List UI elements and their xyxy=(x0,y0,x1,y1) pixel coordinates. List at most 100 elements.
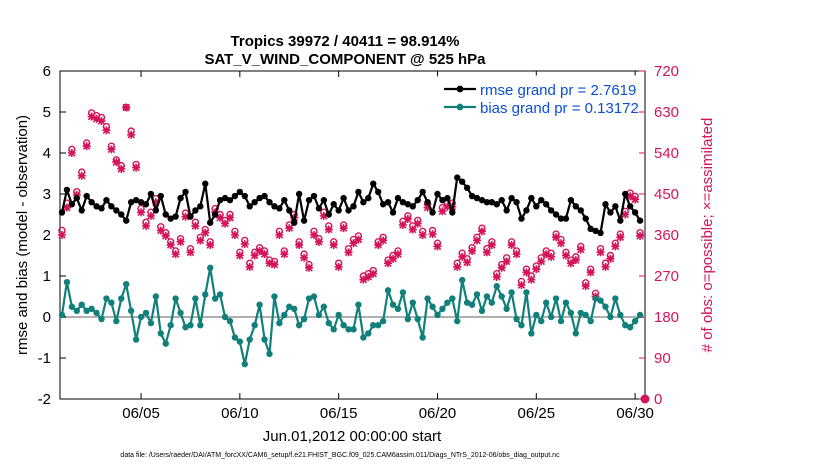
rmse-point xyxy=(147,190,155,198)
obs-assimilated-point xyxy=(295,241,304,250)
y2-tick-label: 270 xyxy=(654,268,679,285)
rmse-point xyxy=(582,215,589,222)
obs-assimilated-point xyxy=(250,251,259,260)
y-tick-label: 4 xyxy=(43,145,51,162)
rmse-point xyxy=(468,192,476,200)
bias-point xyxy=(295,322,303,329)
obs-assimilated-point xyxy=(349,239,358,248)
obs-assimilated-point xyxy=(285,224,294,233)
rmse-point xyxy=(454,174,461,181)
bias-point xyxy=(458,276,466,284)
obs-assimilated-point xyxy=(275,231,284,239)
bias-point xyxy=(636,311,644,319)
obs-assimilated-point xyxy=(141,221,150,230)
x-tick-label: 06/15 xyxy=(320,405,358,422)
bias-point xyxy=(434,311,441,319)
rmse-point xyxy=(374,188,382,196)
bias-point xyxy=(552,295,560,302)
rmse-point xyxy=(434,190,441,198)
bias-point xyxy=(286,303,293,310)
bias-point xyxy=(631,317,639,325)
obs-assimilated-point xyxy=(522,268,531,277)
bias-point xyxy=(330,326,337,333)
bias-point xyxy=(177,309,184,317)
bias-point xyxy=(182,324,189,331)
obs-assimilated-point xyxy=(477,227,486,236)
rmse-point xyxy=(444,194,451,202)
obs-assimilated-point xyxy=(300,253,309,262)
bias-point xyxy=(587,317,594,325)
rmse-point xyxy=(281,196,288,204)
y2-tick-label: 720 xyxy=(654,63,679,80)
bias-point xyxy=(226,317,234,325)
obs-assimilated-point xyxy=(334,262,343,271)
y-axis-label: rmse and bias (model - observation) xyxy=(14,115,31,355)
rmse-point xyxy=(449,209,456,216)
obs-assimilated-point xyxy=(319,211,328,220)
bias-point xyxy=(355,301,362,308)
obs-assimilated-point xyxy=(517,281,526,290)
obs-assimilated-point xyxy=(413,219,422,228)
obs-assimilated-point xyxy=(221,219,230,228)
bias-point xyxy=(409,299,416,306)
rmse-point xyxy=(518,215,525,222)
bias-point xyxy=(78,301,85,308)
obs-end-marker xyxy=(640,394,650,404)
obs-assimilated-point xyxy=(626,192,635,201)
bias-point xyxy=(370,322,377,329)
legend: rmse grand pr = 2.7619 bias grand pr = 0… xyxy=(437,75,639,119)
rmse-point xyxy=(538,196,545,204)
bias-point xyxy=(439,305,446,312)
bias-point xyxy=(236,338,244,345)
obs-assimilated-point xyxy=(166,241,175,250)
bias-point xyxy=(533,311,540,319)
obs-assimilated-point xyxy=(245,262,254,271)
bias-point xyxy=(508,289,515,296)
obs-assimilated-point xyxy=(329,241,338,250)
rmse-point xyxy=(202,180,209,187)
bias-point xyxy=(394,305,402,312)
y-tick-label: 3 xyxy=(43,186,51,203)
rmse-point xyxy=(286,207,293,214)
rmse-point xyxy=(335,207,342,214)
obs-assimilated-point xyxy=(127,130,136,139)
bias-point xyxy=(384,287,392,294)
rmse-point xyxy=(414,196,421,204)
rmse-point xyxy=(98,205,105,212)
bias-point xyxy=(542,299,550,306)
rmse-point xyxy=(631,209,639,216)
bias-point xyxy=(152,293,160,300)
rmse-point xyxy=(498,196,505,204)
obs-assimilated-point xyxy=(369,269,378,278)
rmse-point xyxy=(567,196,575,204)
bias-point xyxy=(454,317,461,325)
rmse-point xyxy=(276,205,283,212)
bias-point xyxy=(612,295,619,302)
bias-point xyxy=(567,309,575,317)
rmse-point xyxy=(483,199,491,206)
obs-assimilated-point xyxy=(384,259,393,268)
obs-assimilated-point xyxy=(581,282,590,291)
bias-point xyxy=(493,283,500,290)
rmse-point xyxy=(365,194,372,202)
bias-point xyxy=(251,322,258,329)
rmse-point xyxy=(513,199,520,206)
bias-point xyxy=(127,307,135,315)
bias-point xyxy=(518,322,525,329)
rmse-point xyxy=(612,203,619,210)
bias-point xyxy=(63,278,71,286)
bias-point xyxy=(197,322,204,329)
bias-point xyxy=(320,303,328,310)
obs-assimilated-point xyxy=(181,212,190,221)
bias-point xyxy=(142,309,150,317)
obs-assimilated-point xyxy=(423,203,432,212)
chart-subtitle: SAT_V_WIND_COMPONENT @ 525 hPa xyxy=(204,51,486,68)
rmse-point xyxy=(340,194,347,202)
rmse-point xyxy=(562,215,570,222)
obs-assimilated-point xyxy=(542,250,551,259)
obs-assimilated-point xyxy=(512,250,521,259)
obs-assimilated-point xyxy=(255,246,264,255)
obs-assimilated-point xyxy=(547,252,556,261)
bias-point xyxy=(162,340,169,347)
y2-tick-label: 360 xyxy=(654,227,679,244)
